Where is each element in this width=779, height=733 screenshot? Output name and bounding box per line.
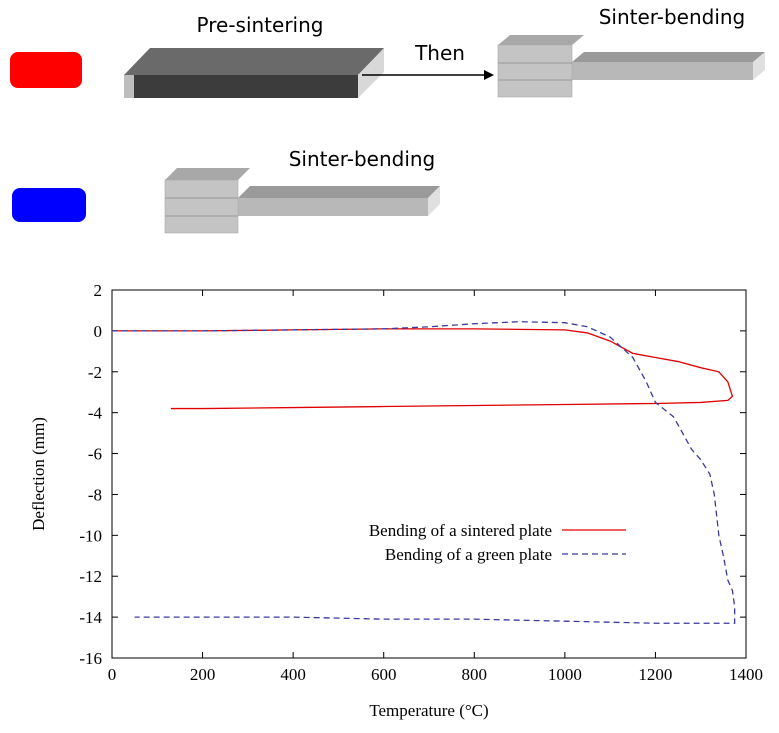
y-tick-label: -2: [88, 363, 102, 382]
chart: 0 200 400 600 800 1000 1200 1400 -16 -14 -12 -10 -8 -…: [29, 281, 763, 720]
arrow-label: Then: [414, 41, 465, 65]
x-tick-label: 200: [190, 665, 216, 684]
legend-label: Bending of a green plate: [385, 545, 552, 564]
data-line: [112, 328, 734, 410]
y-tick-label: 0: [94, 322, 103, 341]
x-tick-label: 1200: [638, 665, 672, 684]
y-tick-label: -12: [79, 567, 102, 586]
y-tick-label: -10: [79, 526, 102, 545]
block-beam: [497, 35, 765, 98]
x-tick-label: 1400: [729, 665, 763, 684]
x-axis-label: Temperature (°C): [369, 701, 488, 720]
x-tick-label: 400: [280, 665, 306, 684]
x-tick-label: 1000: [548, 665, 582, 684]
x-tick-label: 800: [462, 665, 488, 684]
legend-label: Bending of a sintered plate: [369, 521, 552, 540]
plot-frame: [111, 289, 747, 659]
y-tick-label: -8: [88, 485, 102, 504]
x-tick-label: 600: [371, 665, 397, 684]
red-key: [10, 52, 82, 88]
x-tick-label: 0: [108, 665, 117, 684]
diagram: Pre-sintering Then Sinter-bending Sinter…: [10, 5, 765, 234]
y-axis-label: Deflection (mm): [29, 417, 48, 531]
diagram-label: Pre-sintering: [197, 13, 324, 37]
y-tick-label: -4: [88, 404, 103, 423]
dark-slab: [124, 48, 384, 98]
arrow-head: [484, 70, 494, 80]
y-tick-label: -14: [79, 608, 102, 627]
y-tick-label: 2: [94, 281, 103, 300]
block-beam: [164, 168, 440, 234]
data-line: [112, 321, 736, 624]
y-tick-label: -16: [79, 649, 102, 668]
diagram-label: Sinter-bending: [599, 5, 746, 29]
y-tick-label: -6: [88, 445, 102, 464]
blue-key: [12, 188, 86, 222]
diagram-label: Sinter-bending: [289, 147, 436, 171]
